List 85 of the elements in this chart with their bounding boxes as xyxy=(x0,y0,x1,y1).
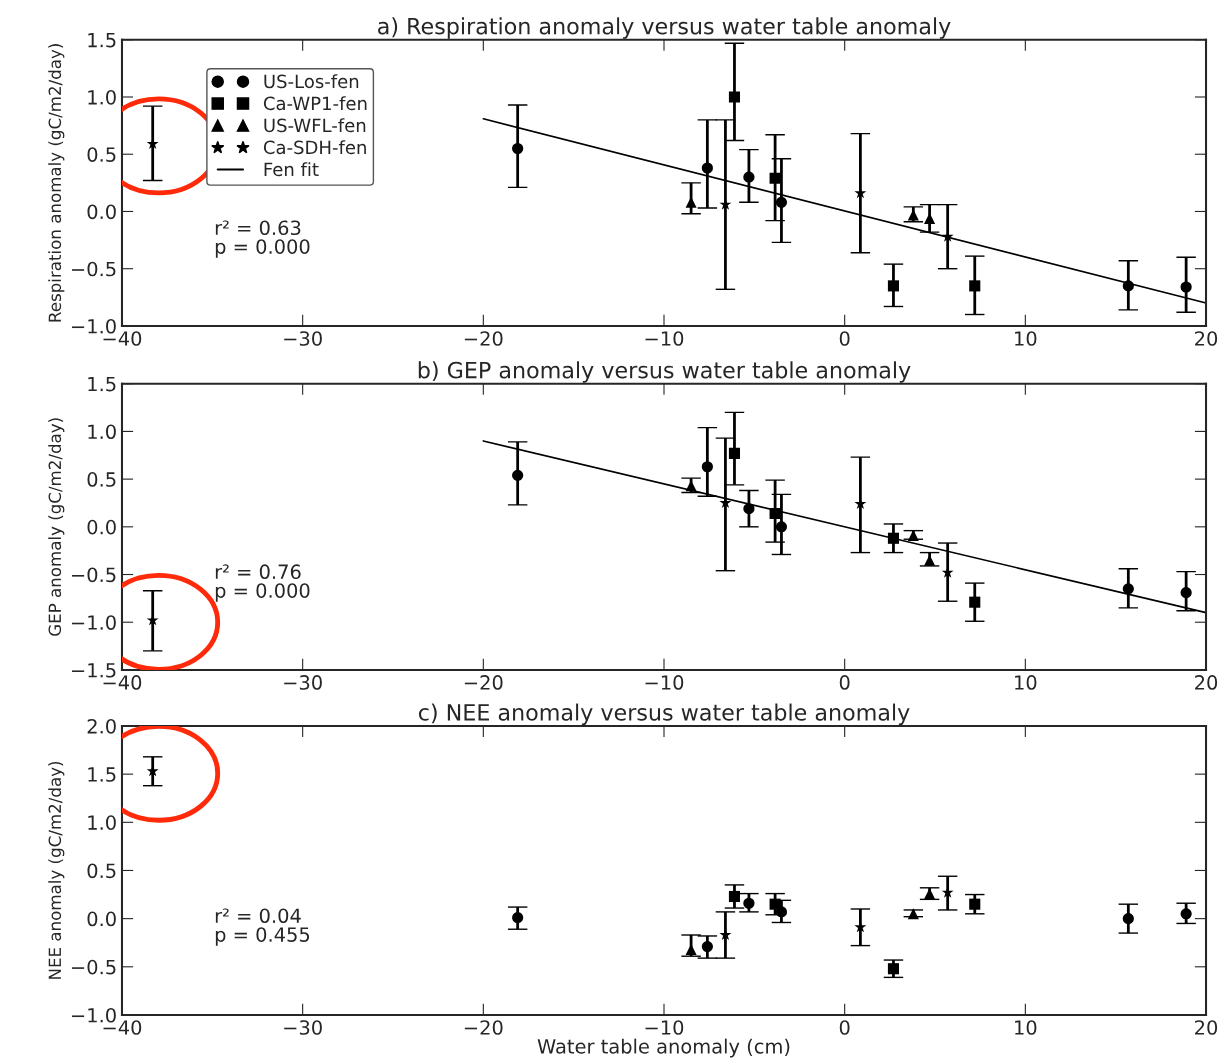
y-axis-title: NEE anomaly (gC/m2/day) xyxy=(48,761,65,979)
annotation: p = 0.000 xyxy=(215,239,310,258)
annotation: r² = 0.04 xyxy=(215,908,301,924)
point xyxy=(512,142,524,155)
point xyxy=(728,447,741,459)
y-tick-label: 1.0 xyxy=(88,89,116,105)
point xyxy=(701,162,713,174)
point xyxy=(775,196,787,208)
legend-label: Ca-SDH-fen xyxy=(263,140,366,155)
point xyxy=(769,172,781,184)
y-axis-title: Respiration anomaly (gC/m2/day) xyxy=(48,44,65,322)
y-tick-label: −0.5 xyxy=(71,959,116,975)
y-tick-label: 0.5 xyxy=(87,863,116,879)
y-tick-label: 0.0 xyxy=(87,204,116,220)
point xyxy=(743,171,755,183)
point xyxy=(728,890,741,903)
x-tick-label: 0 xyxy=(839,675,850,690)
chart-title: b) GEP anomaly versus water table anomaly xyxy=(418,361,911,383)
x-tick-label: −30 xyxy=(284,1020,322,1035)
legend-label: Ca-WP1-fen xyxy=(263,96,367,111)
y-tick-label: −1.0 xyxy=(71,615,116,630)
x-tick-label: 0 xyxy=(839,1020,850,1035)
x-tick-label: 0 xyxy=(839,331,850,346)
point xyxy=(775,521,787,533)
x-tick-label: 20 xyxy=(1195,675,1218,690)
y-tick-label: 1.0 xyxy=(88,424,116,440)
point xyxy=(887,963,900,975)
x-tick-label: −30 xyxy=(284,331,322,346)
x-tick-label: −10 xyxy=(645,1020,684,1035)
point xyxy=(969,898,981,910)
point xyxy=(1180,587,1192,599)
x-tick-label: 20 xyxy=(1195,331,1218,346)
x-tick-label: −30 xyxy=(284,675,322,690)
point xyxy=(924,888,936,900)
annotation: r² = 0.63 xyxy=(215,220,301,236)
point xyxy=(1180,908,1192,920)
y-tick-label: 0.5 xyxy=(87,147,116,162)
x-tick-label: 10 xyxy=(1015,331,1037,346)
y-tick-label: −0.5 xyxy=(71,261,116,277)
y-tick-label: 2.0 xyxy=(87,718,116,734)
legend-label: US-WFL-fen xyxy=(264,118,366,133)
point xyxy=(512,469,524,481)
x-axis-title: Water table anomaly (cm) xyxy=(537,1038,790,1058)
y-tick-label: 0.0 xyxy=(87,519,116,535)
chart-title: c) NEE anomaly versus water table anomaly xyxy=(418,703,910,726)
point xyxy=(887,280,900,292)
y-tick-label: 1.0 xyxy=(88,815,116,830)
point xyxy=(769,507,781,520)
y-tick-label: 0.0 xyxy=(87,911,116,927)
x-tick-label: −20 xyxy=(464,1020,503,1035)
x-tick-label: 20 xyxy=(1195,1020,1218,1035)
point xyxy=(907,529,919,541)
x-tick-label: −10 xyxy=(645,675,684,690)
point xyxy=(887,532,900,544)
point xyxy=(1180,281,1192,293)
y-tick-label: 1.5 xyxy=(88,376,116,392)
legend-label: US-Los-fen xyxy=(264,74,359,89)
point xyxy=(1122,583,1134,595)
x-tick-label: 10 xyxy=(1015,1020,1037,1035)
point xyxy=(512,912,524,924)
point xyxy=(1122,280,1134,292)
legend-label: Fen fit xyxy=(264,162,319,177)
annotation: r² = 0.76 xyxy=(215,564,301,580)
chart-title: a) Respiration anomaly versus water table anomaly xyxy=(378,17,951,39)
x-tick-label: −20 xyxy=(464,675,503,690)
point xyxy=(769,898,781,910)
x-tick-label: −20 xyxy=(464,331,503,346)
point xyxy=(969,596,981,608)
point xyxy=(701,461,713,473)
y-tick-label: 1.5 xyxy=(88,32,116,48)
point xyxy=(907,908,919,920)
y-tick-label: −0.5 xyxy=(71,567,116,583)
point xyxy=(743,897,755,909)
x-tick-label: −10 xyxy=(645,331,684,346)
point xyxy=(728,91,741,103)
point xyxy=(701,941,713,953)
y-axis-title: GEP anomaly (gC/m2/day) xyxy=(48,418,65,636)
point xyxy=(1122,913,1134,925)
x-tick-label: 10 xyxy=(1015,675,1037,690)
point xyxy=(743,503,755,515)
annotation: p = 0.000 xyxy=(215,583,310,602)
y-tick-label: 1.5 xyxy=(88,767,116,782)
point xyxy=(969,280,981,292)
y-tick-label: 0.5 xyxy=(87,472,116,487)
annotation: p = 0.455 xyxy=(215,927,310,946)
